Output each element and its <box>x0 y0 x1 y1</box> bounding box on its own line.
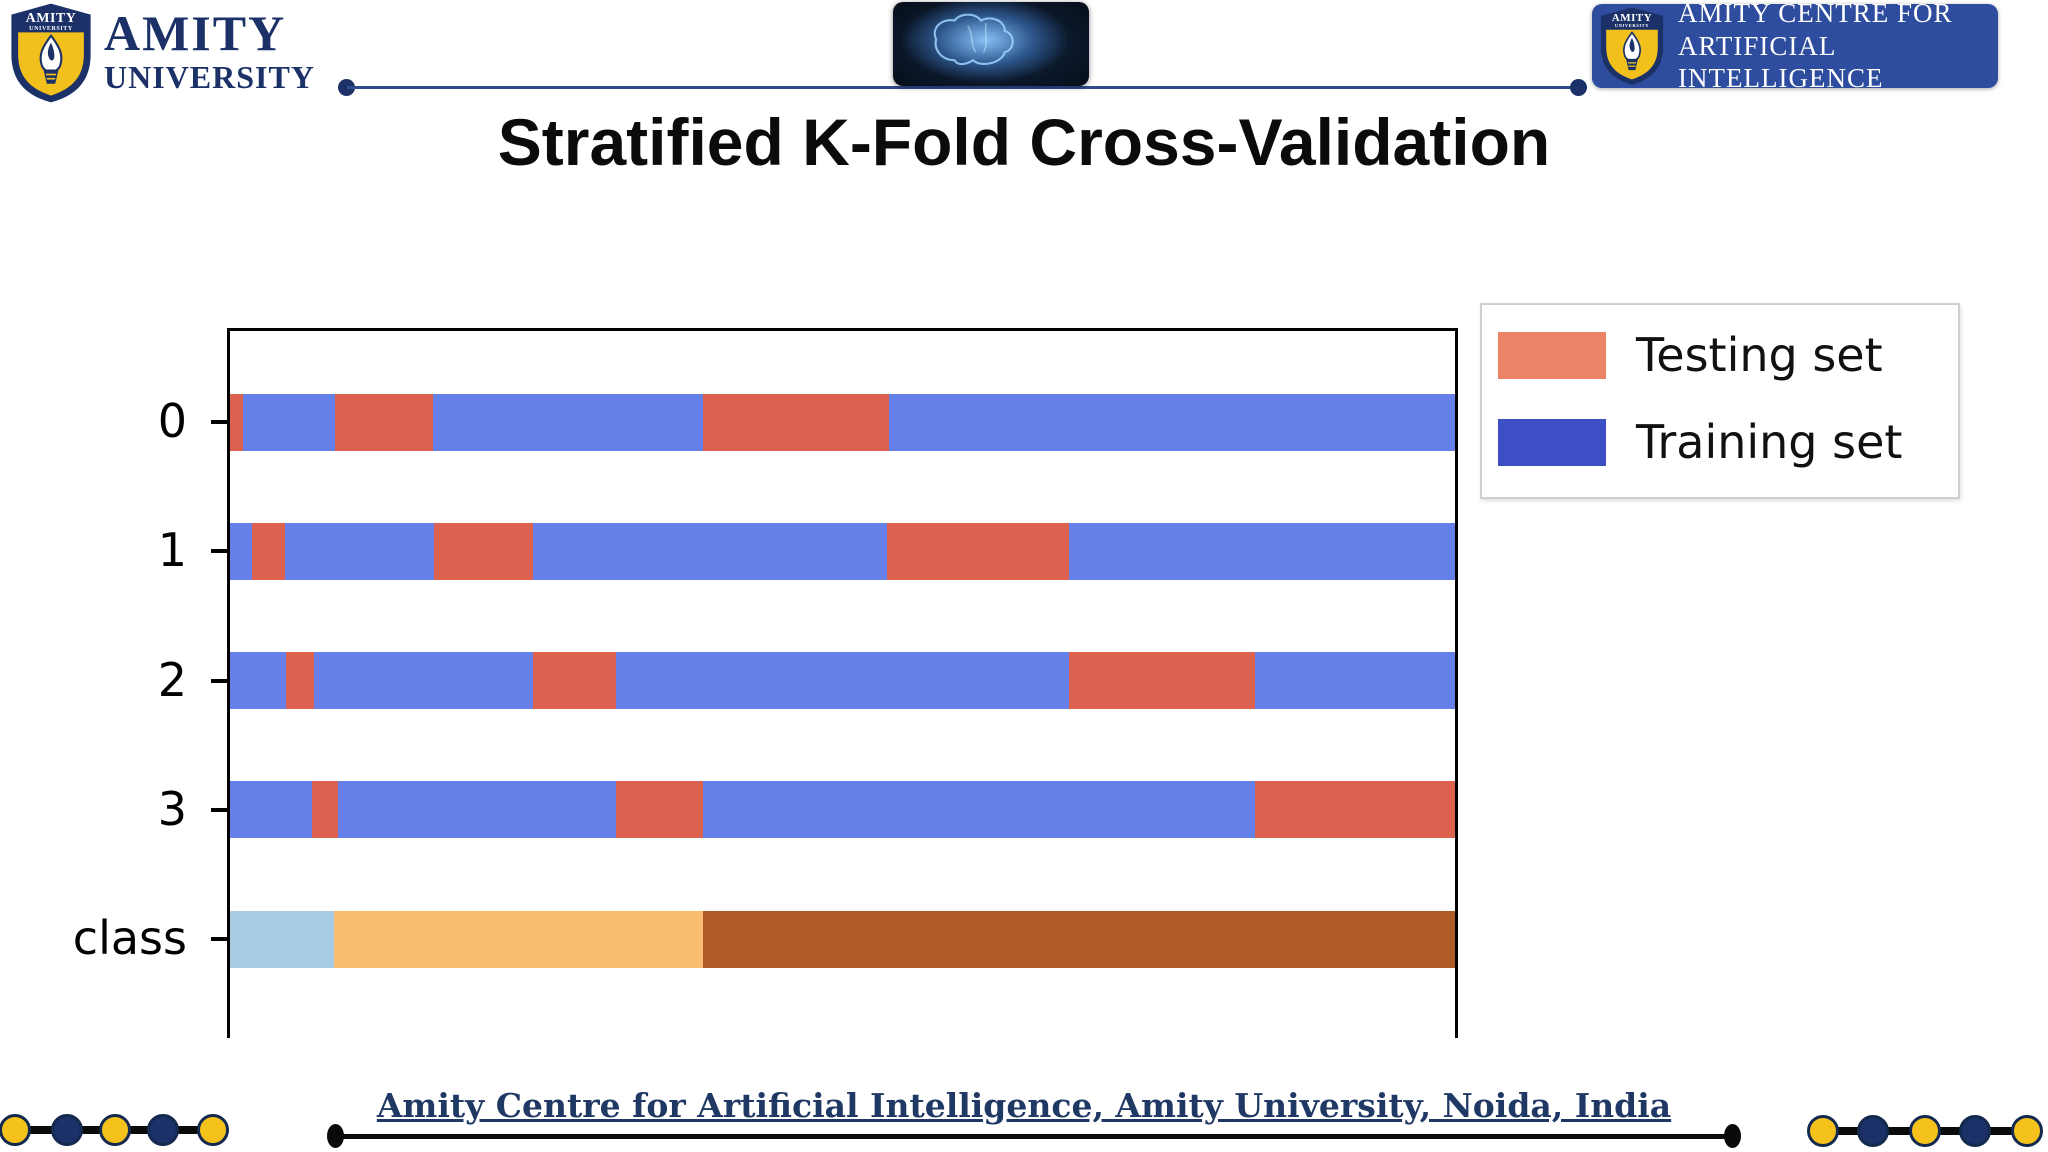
university-name-bottom: UNIVERSITY <box>104 59 315 95</box>
amity-university-logo: AMITY UNIVERSITY AMITY UNIVERSITY <box>8 2 315 104</box>
legend-label-training: Training set <box>1636 415 1903 469</box>
bar-segment-training <box>432 393 703 451</box>
bar-segment-testing <box>285 652 315 709</box>
decorative-dots-right <box>1790 1106 2048 1152</box>
legend-label-testing: Testing set <box>1636 328 1883 382</box>
bar-segment-testing <box>311 781 338 839</box>
bar-segment-training <box>314 652 534 709</box>
bar-segment-testing <box>334 393 433 451</box>
legend-box: Testing set Training set <box>1480 303 1960 499</box>
y-axis-tick <box>211 549 227 554</box>
bar-segment-testing <box>433 522 533 580</box>
y-axis-label-0: 0 <box>157 394 187 449</box>
bar-segment-training <box>616 652 1070 709</box>
footer-line-dot-right <box>1724 1124 1741 1148</box>
decorative-dot <box>1857 1115 1889 1147</box>
y-axis-tick <box>211 937 227 941</box>
footer-credit-text: Amity Centre for Artificial Intelligence… <box>376 1086 1672 1125</box>
y-axis-tick <box>211 807 227 812</box>
bar-segment-testing <box>886 522 1069 580</box>
bar-segment-training <box>285 522 434 580</box>
decorative-dot <box>147 1114 179 1146</box>
university-wordmark: AMITY UNIVERSITY <box>104 2 315 93</box>
bar-segment-training <box>1069 522 1455 580</box>
page-title: Stratified K-Fold Cross-Validation <box>497 105 1551 179</box>
shield-text: UNIVERSITY <box>29 26 73 32</box>
shield-text: AMITY <box>25 11 77 26</box>
legend-swatch-training <box>1498 418 1606 466</box>
y-axis-label-class: class <box>72 911 187 966</box>
shield-text: UNIVERSITY <box>1614 23 1650 28</box>
legend-entry-testing: Testing set <box>1498 328 1883 382</box>
amity-shield-icon: AMITY UNIVERSITY <box>8 2 94 104</box>
plot-area: 0 1 2 3 class <box>73 328 1458 1038</box>
header-divider-line <box>347 86 1579 89</box>
decorative-dot <box>0 1114 31 1146</box>
footer-divider-line <box>334 1134 1732 1139</box>
bar-segment-testing <box>252 522 285 580</box>
y-axis-label-3: 3 <box>157 781 187 836</box>
bar-segment-testing <box>230 393 243 451</box>
header-line-dot-right <box>1570 79 1587 96</box>
decorative-dots-left <box>0 1105 260 1152</box>
decorative-dot <box>2011 1115 2043 1147</box>
shield-text: AMITY <box>1611 12 1653 24</box>
decorative-dot <box>99 1114 131 1146</box>
bar-segment-testing <box>1069 652 1255 709</box>
bar-segment-testing <box>615 781 703 839</box>
bar-segment-testing <box>533 652 617 709</box>
bar-segment-class1 <box>334 910 703 968</box>
university-name-top: AMITY <box>104 5 287 61</box>
decorative-dot <box>51 1114 83 1146</box>
amity-centre-badge: AMITY UNIVERSITY AMITY CENTRE FOR ARTIFI… <box>1592 0 1998 93</box>
bar-segment-training <box>230 652 286 709</box>
amity-shield-icon-small: AMITY UNIVERSITY <box>1598 6 1666 86</box>
centre-name-line2: ARTIFICIAL INTELLIGENCE <box>1678 30 1884 94</box>
legend-swatch-testing <box>1498 331 1606 379</box>
bar-segment-training <box>532 522 887 580</box>
bar-row-2 <box>230 652 1455 709</box>
bar-row-3 <box>230 781 1455 839</box>
bar-segment-training <box>242 393 335 451</box>
bar-segment-training <box>1254 652 1455 709</box>
bar-segment-class2 <box>702 910 1455 968</box>
bar-segment-training <box>230 781 312 839</box>
header-line-dot-left <box>338 79 355 96</box>
y-axis-label-1: 1 <box>157 523 187 578</box>
bar-segment-training <box>230 522 253 580</box>
y-axis-tick <box>211 420 227 424</box>
centre-name-line1: AMITY CENTRE FOR <box>1678 0 1953 28</box>
legend-entry-training: Training set <box>1498 415 1902 469</box>
y-axis-label-2: 2 <box>157 652 187 707</box>
bar-segment-class0 <box>230 910 334 968</box>
bar-segment-testing <box>702 393 889 451</box>
decorative-dot <box>197 1114 229 1146</box>
y-axis-tick <box>211 678 227 683</box>
digital-brain-image <box>893 2 1089 86</box>
decorative-dot <box>1909 1115 1941 1147</box>
bar-segment-training <box>888 393 1455 451</box>
bar-row-0 <box>230 393 1455 451</box>
bar-segment-training <box>702 781 1255 839</box>
decorative-dot <box>1807 1115 1839 1147</box>
bar-row-1 <box>230 522 1455 580</box>
bar-segment-training <box>337 781 616 839</box>
bar-segment-testing <box>1254 781 1455 839</box>
centre-name: AMITY CENTRE FOR ARTIFICIAL INTELLIGENCE <box>1678 0 1998 95</box>
bar-row-class <box>230 910 1455 968</box>
decorative-dot <box>1959 1115 1991 1147</box>
